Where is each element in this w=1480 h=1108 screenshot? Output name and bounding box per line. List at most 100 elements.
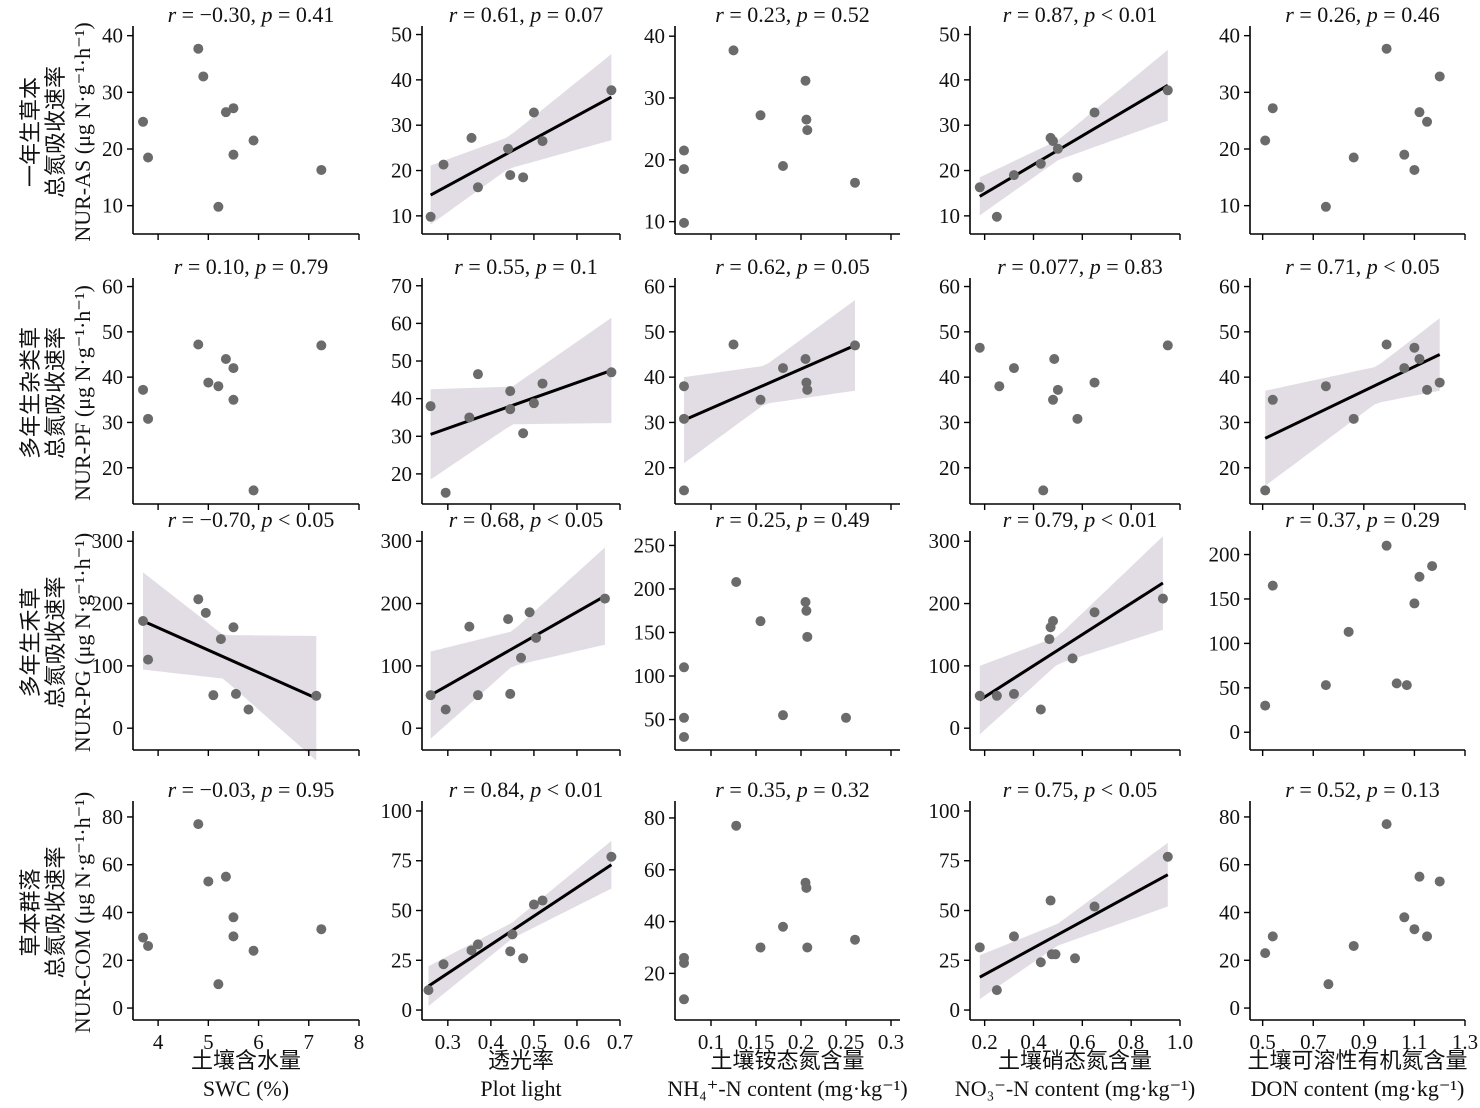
data-point: [679, 994, 689, 1005]
data-point: [850, 340, 860, 351]
data-point: [800, 75, 811, 86]
data-point: [802, 125, 813, 136]
data-point: [731, 820, 742, 831]
y-tick-label: 30: [939, 113, 960, 137]
column-label-line: 土壤含水量: [191, 1048, 301, 1073]
regression-line: [683, 344, 856, 422]
data-point: [311, 690, 322, 701]
row-label-line: NUR-PF (μg N·g⁻¹·h⁻¹): [70, 285, 95, 501]
panel-r0-c4: 10 20 30 40 r = 0.26, p = 0.46: [1219, 2, 1466, 240]
data-point: [472, 369, 483, 380]
panel-r1-c1: 20 30 40 50 60 70 r = 0.55, p = 0.1: [391, 254, 621, 510]
stat-value: = 0.32: [808, 777, 870, 802]
stat-annotation: r = 0.87, p < 0.01: [1003, 2, 1157, 27]
y-tick-label: 40: [102, 24, 123, 48]
y-tick-label: 30: [644, 86, 665, 110]
y-tick-label: 40: [102, 365, 123, 389]
stat-annotation: r = 0.55, p = 0.1: [454, 254, 597, 279]
data-point: [213, 201, 224, 212]
data-point: [1409, 598, 1420, 609]
data-point: [528, 899, 539, 910]
stat-symbol: r: [168, 777, 177, 802]
data-point: [143, 413, 154, 424]
x-tick-label: 4: [153, 1030, 164, 1054]
stat-symbol: p: [1365, 2, 1378, 27]
y-tick-label: 80: [102, 805, 123, 829]
x-tick-label: 0.2: [788, 1030, 814, 1054]
stat-value: = 0.68,: [457, 507, 530, 532]
stat-annotation: r = 0.26, p = 0.46: [1285, 2, 1439, 27]
regression-line: [430, 369, 612, 436]
data-point: [974, 690, 985, 701]
data-point: [143, 152, 154, 163]
data-point: [679, 413, 689, 424]
y-tick-label: 40: [939, 68, 960, 92]
data-point: [248, 945, 259, 956]
data-point: [537, 895, 548, 906]
data-point: [974, 942, 985, 953]
data-point: [503, 143, 514, 154]
stat-symbol: p: [1365, 777, 1378, 802]
panel-r0-c3: 10 20 30 40 50 r = 0.87, p < 0.01: [939, 2, 1181, 240]
regression-line: [429, 95, 613, 197]
data-point: [518, 953, 529, 964]
x-tick-label: 0.4: [1020, 1030, 1047, 1054]
data-point: [1267, 103, 1278, 114]
y-tick-label: 300: [92, 529, 124, 553]
y-tick-label: 70: [391, 274, 412, 298]
y-tick-label: 40: [1219, 24, 1240, 48]
stat-symbol: r: [1285, 254, 1294, 279]
data-point: [679, 485, 689, 496]
stat-value: = 0.61,: [457, 2, 530, 27]
panel-r0-c1: 10 20 30 40 50 r = 0.61, p = 0.07: [391, 2, 621, 240]
stat-value: < 0.05: [272, 507, 334, 532]
stat-symbol: p: [1365, 254, 1378, 279]
data-point: [1048, 394, 1059, 405]
data-point: [1089, 901, 1100, 912]
stat-symbol: p: [1088, 254, 1101, 279]
x-tick-label: 0.2: [972, 1030, 998, 1054]
y-tick-label: 10: [939, 204, 960, 228]
data-point: [248, 135, 259, 146]
data-point: [801, 882, 812, 893]
data-point: [472, 182, 483, 193]
stat-symbol: p: [259, 507, 272, 532]
x-tick-label: 0.3: [878, 1030, 904, 1054]
data-point: [1409, 342, 1420, 353]
stat-value: = 0.07: [541, 2, 603, 27]
stat-value: = −0.30,: [176, 2, 261, 27]
y-tick-label: 30: [391, 113, 412, 137]
data-point: [606, 85, 617, 96]
y-tick-label: 20: [391, 159, 412, 183]
data-point: [1089, 377, 1100, 388]
data-point: [143, 654, 154, 665]
confidence-band: [143, 572, 317, 761]
data-point: [228, 931, 239, 942]
y-tick-label: 50: [939, 320, 960, 344]
stat-annotation: r = 0.71, p < 0.05: [1285, 254, 1439, 279]
stat-value: = 0.23,: [724, 2, 797, 27]
stat-value: = 0.05: [808, 254, 870, 279]
data-point: [1323, 979, 1334, 990]
panel-r0-c0: 10 20 30 40 r = −0.30, p = 0.41: [102, 2, 360, 240]
data-point: [193, 819, 204, 830]
data-point: [994, 381, 1005, 392]
data-point: [438, 959, 449, 970]
stat-symbol: p: [1365, 507, 1378, 532]
stat-value: = 0.26,: [1294, 2, 1367, 27]
data-point: [208, 690, 219, 701]
y-tick-label: 0: [1230, 996, 1241, 1020]
x-tick-label: 0.7: [607, 1030, 633, 1054]
data-point: [1048, 616, 1059, 626]
data-point: [850, 934, 860, 945]
stat-annotation: r = 0.75, p < 0.05: [1003, 777, 1157, 802]
stat-symbol: p: [528, 2, 541, 27]
y-tick-label: 100: [1209, 631, 1241, 655]
data-point: [1391, 678, 1402, 689]
y-tick-label: 150: [1209, 587, 1241, 611]
data-point: [778, 161, 788, 171]
data-point: [1260, 948, 1271, 959]
data-point: [1072, 172, 1083, 183]
data-point: [1427, 561, 1438, 572]
